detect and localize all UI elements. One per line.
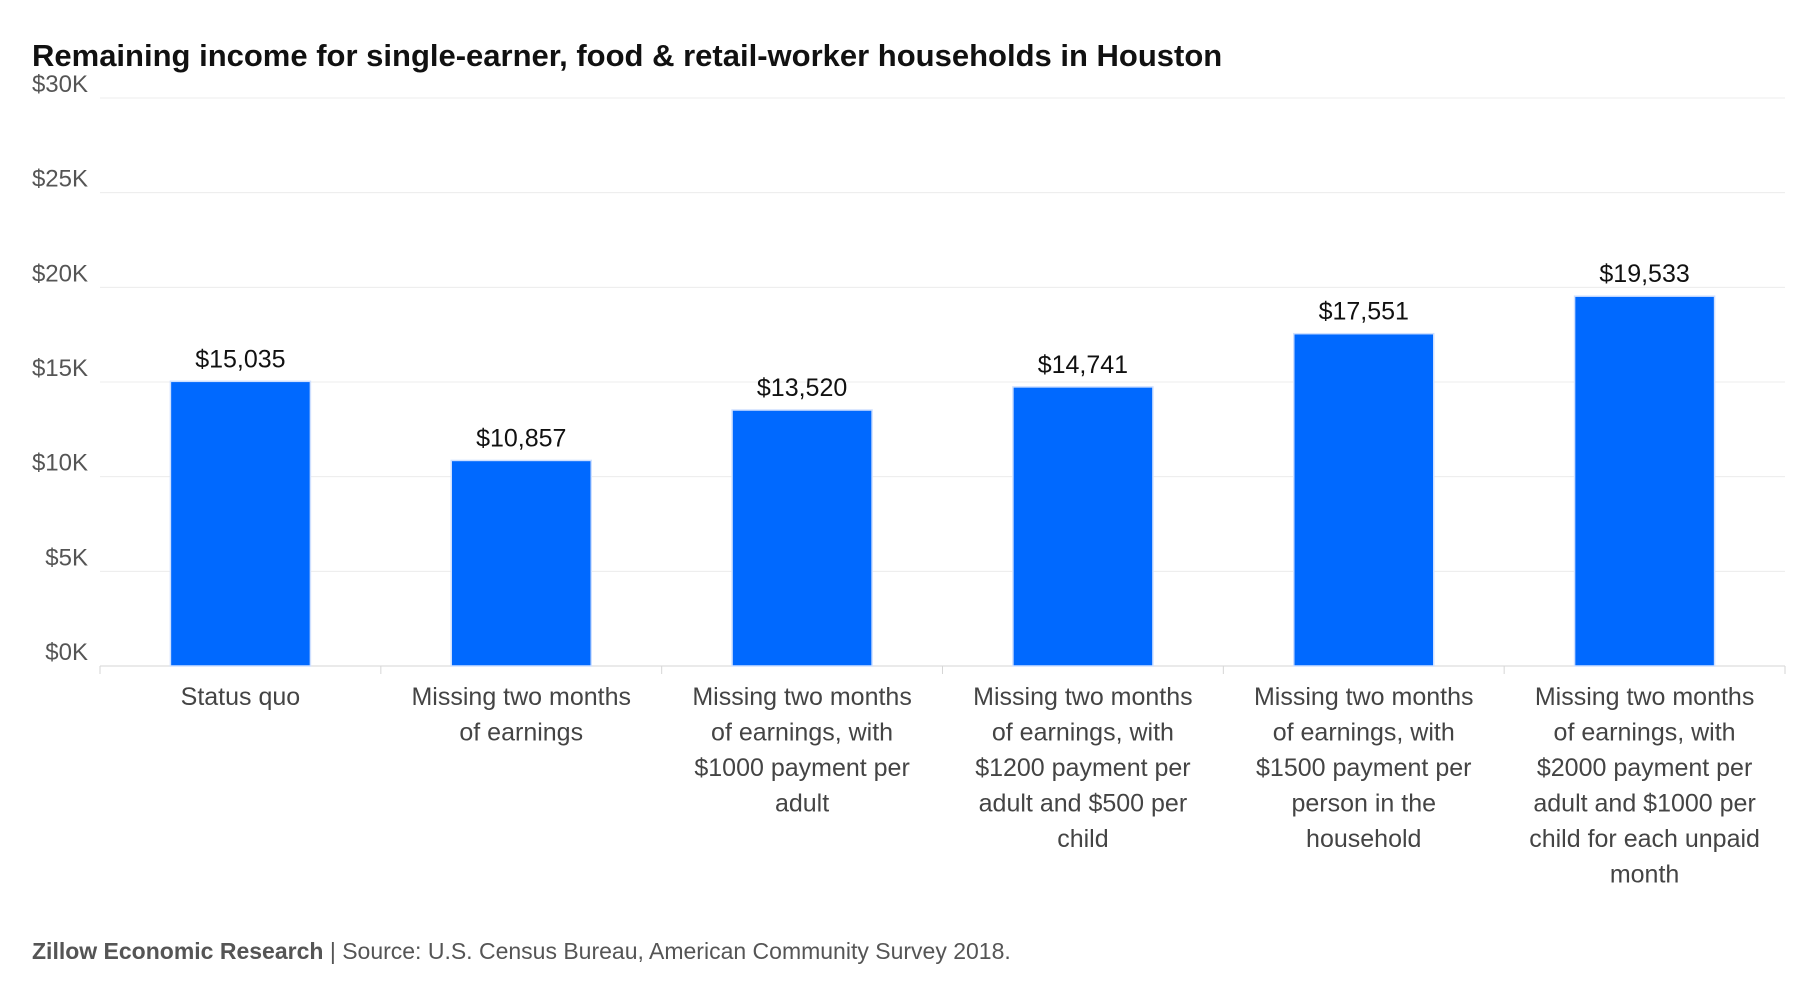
x-tick-label-line: $1200 payment per — [975, 754, 1190, 782]
x-tick-label-line: of earnings, with — [1554, 719, 1736, 747]
x-tick-label-line: adult and $500 per — [979, 790, 1188, 818]
bar[interactable] — [1012, 386, 1154, 667]
x-tick-label-line: Missing two months — [973, 683, 1193, 711]
y-tick-label: $10K — [32, 450, 88, 477]
x-tick-label-line: $2000 payment per — [1537, 754, 1752, 782]
y-tick-label: $25K — [32, 166, 88, 193]
footer-brand: Zillow Economic Research — [32, 938, 324, 964]
x-tick-label-line: adult — [775, 790, 829, 818]
y-tick-label: $0K — [45, 639, 88, 666]
x-tick-label-line: Missing two months — [1254, 683, 1474, 711]
x-tick-label-line: of earnings, with — [711, 719, 893, 747]
bar[interactable] — [1293, 332, 1435, 667]
x-tick-label: Missing two months of earnings, with $1500… — [1254, 683, 1474, 853]
x-tick-label-line: household — [1306, 825, 1421, 853]
x-tick-label-line: child for each unpaid — [1529, 825, 1760, 853]
chart-title: Remaining income for single-earner, food… — [32, 38, 1223, 73]
bar[interactable] — [169, 380, 312, 667]
x-axis: Status quo Missing two months of earningsM… — [181, 683, 1760, 889]
x-tick-label-line: of earnings, with — [1273, 719, 1455, 747]
x-tick-label-line: of earnings — [459, 719, 583, 747]
chart-footer: Zillow Economic Research | Source: U.S. … — [32, 938, 1011, 965]
footer-source: Source: U.S. Census Bureau, American Com… — [342, 938, 1011, 964]
x-tick-label-line: $1000 payment per — [694, 754, 909, 782]
x-tick-label-line: person in the — [1291, 790, 1436, 818]
data-label: $19,533 — [1599, 260, 1689, 288]
x-tick-label-line: Missing two months — [411, 683, 631, 711]
bar[interactable] — [450, 459, 592, 667]
y-tick-label: $20K — [32, 260, 88, 287]
data-label: $17,551 — [1319, 298, 1409, 326]
data-label: $14,741 — [1038, 351, 1128, 379]
gridlines — [99, 97, 1786, 674]
data-labels: $15,035 $10,857 $13,520 $14,741 $17,551 $19,5… — [195, 260, 1690, 452]
y-axis: $0K $5K $10K $15K $20K $25K $30K — [32, 71, 88, 666]
y-tick-label: $15K — [32, 355, 88, 382]
x-tick-label-line: month — [1610, 861, 1679, 889]
x-tick-label: Missing two months of earnings, with $2000… — [1529, 683, 1760, 889]
y-tick-label: $5K — [45, 544, 88, 571]
x-tick-label-line: Missing two months — [692, 683, 912, 711]
x-tick-label: Status quo — [181, 683, 301, 711]
x-tick-label-line: Status quo — [181, 683, 301, 711]
data-label: $10,857 — [476, 424, 566, 452]
x-tick-label: Missing two months of earnings, with $1200… — [973, 683, 1193, 853]
bars — [169, 295, 1716, 667]
x-tick-label: Missing two months of earnings — [411, 683, 631, 747]
bar[interactable] — [731, 409, 873, 667]
y-tick-label: $30K — [32, 71, 88, 98]
x-tick-label-line: Missing two months — [1535, 683, 1755, 711]
x-tick-label-line: child — [1057, 825, 1108, 853]
bar[interactable] — [1573, 295, 1716, 667]
x-tick-label-line: $1500 payment per — [1256, 754, 1471, 782]
data-label: $15,035 — [195, 345, 285, 373]
footer-separator: | — [329, 938, 336, 964]
x-tick-label-line: adult and $1000 per — [1533, 790, 1755, 818]
data-label: $13,520 — [757, 374, 847, 402]
x-tick-label-line: of earnings, with — [992, 719, 1174, 747]
x-tick-label: Missing two months of earnings, with $1000… — [692, 683, 912, 818]
